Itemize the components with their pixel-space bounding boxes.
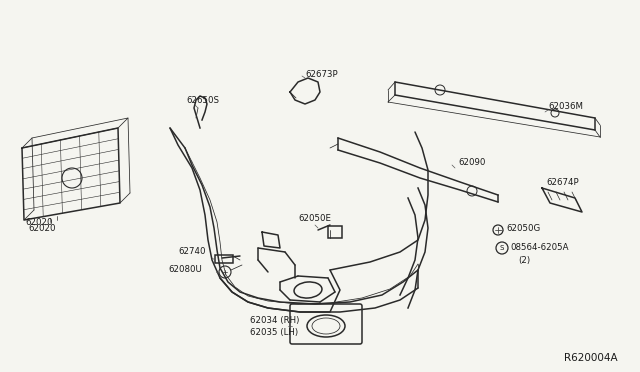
Text: 62020: 62020 — [28, 224, 56, 232]
Text: 08564-6205A: 08564-6205A — [510, 243, 568, 251]
Text: (2): (2) — [518, 256, 530, 264]
Text: 62090: 62090 — [458, 157, 485, 167]
Text: 62035 (LH): 62035 (LH) — [250, 327, 298, 337]
Text: 62050E: 62050E — [298, 214, 331, 222]
Text: 62740: 62740 — [178, 247, 205, 257]
Text: 62080U: 62080U — [168, 266, 202, 275]
Bar — [328, 226, 342, 238]
Text: R620004A: R620004A — [564, 353, 618, 363]
Text: 62673P: 62673P — [305, 70, 338, 78]
Bar — [215, 255, 233, 263]
Text: 62050G: 62050G — [506, 224, 540, 232]
Text: 62020: 62020 — [25, 218, 52, 227]
Text: 62036M: 62036M — [548, 102, 583, 110]
Text: 62650S: 62650S — [186, 96, 219, 105]
Text: 62674P: 62674P — [546, 177, 579, 186]
Text: S: S — [500, 245, 504, 251]
Text: 62034 (RH): 62034 (RH) — [250, 315, 300, 324]
